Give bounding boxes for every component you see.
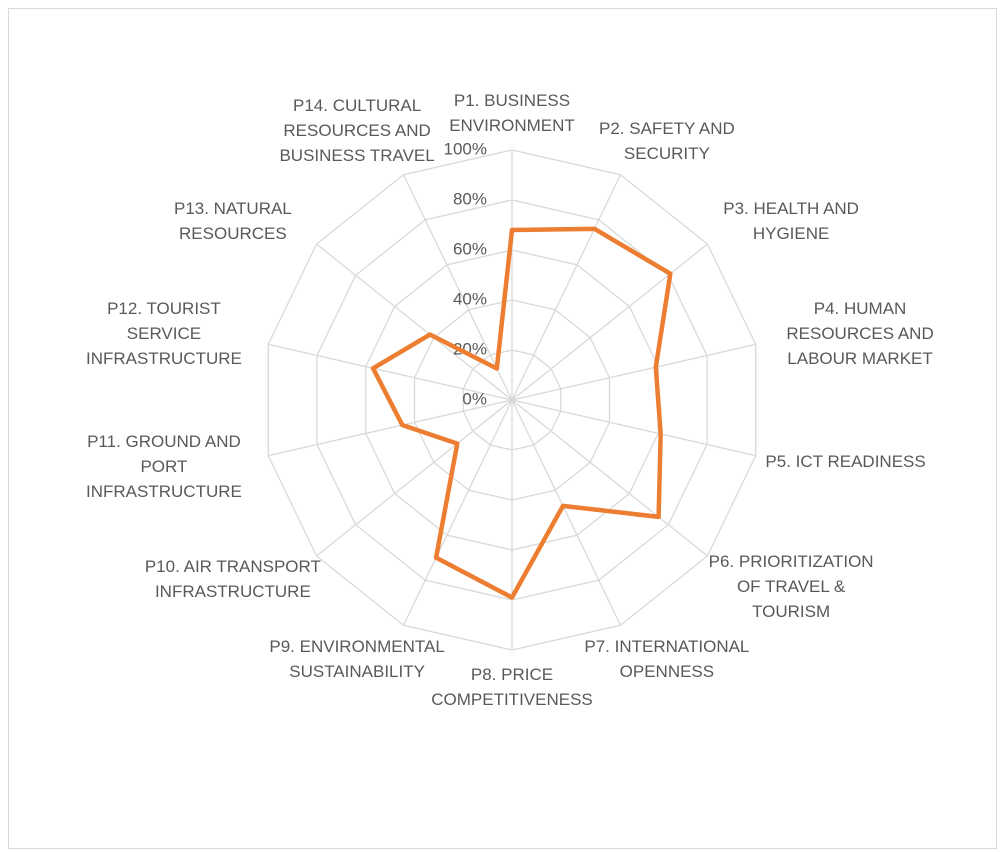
category-label: P9. ENVIRONMENTAL SUSTAINABILITY xyxy=(269,636,445,681)
category-label: P12. TOURIST SERVICE INFRASTRUCTURE xyxy=(86,298,242,368)
spoke xyxy=(268,343,513,401)
spoke xyxy=(511,399,622,626)
category-label: P5. ICT READINESS xyxy=(765,451,926,471)
spoke xyxy=(511,399,708,557)
chart-border xyxy=(8,8,997,849)
category-label: P7. INTERNATIONAL OPENNESS xyxy=(584,636,750,681)
y-tick-label: 60% xyxy=(453,239,487,258)
category-label: P14. CULTURAL RESOURCES AND BUSINESS TRA… xyxy=(279,95,435,165)
category-label: P8. PRICE COMPETITIVENESS xyxy=(431,665,593,709)
spoke xyxy=(402,399,513,626)
y-tick-label: 20% xyxy=(453,339,487,358)
y-tick-label: 40% xyxy=(453,289,487,308)
spoke xyxy=(268,399,513,457)
y-tick-label: 100% xyxy=(444,139,487,158)
category-label: P10. AIR TRANSPORT INFRASTRUCTURE xyxy=(144,556,321,601)
category-label: P11. GROUND AND PORT INFRASTRUCTURE xyxy=(86,432,242,502)
y-tick-label: 80% xyxy=(453,189,487,208)
spoke xyxy=(511,399,756,457)
spoke xyxy=(316,243,513,401)
category-label: P6. PRIORITIZATION OF TRAVEL & TOURISM xyxy=(708,552,874,622)
category-label: P2. SAFETY AND SECURITY xyxy=(599,119,735,164)
spoke xyxy=(511,343,756,401)
category-label: P3. HEALTH AND HYGIENE xyxy=(723,199,859,244)
category-label: P4. HUMAN RESOURCES AND LABOUR MARKET xyxy=(786,298,934,368)
category-label: P1. BUSINESS ENVIRONMENT xyxy=(449,91,575,135)
spoke xyxy=(316,399,513,557)
spoke xyxy=(511,243,708,401)
category-label: P13. NATURAL RESOURCES xyxy=(173,199,292,244)
spoke xyxy=(511,174,622,401)
y-tick-label: 0% xyxy=(462,389,487,408)
data-line xyxy=(370,226,673,600)
spoke xyxy=(402,174,513,401)
